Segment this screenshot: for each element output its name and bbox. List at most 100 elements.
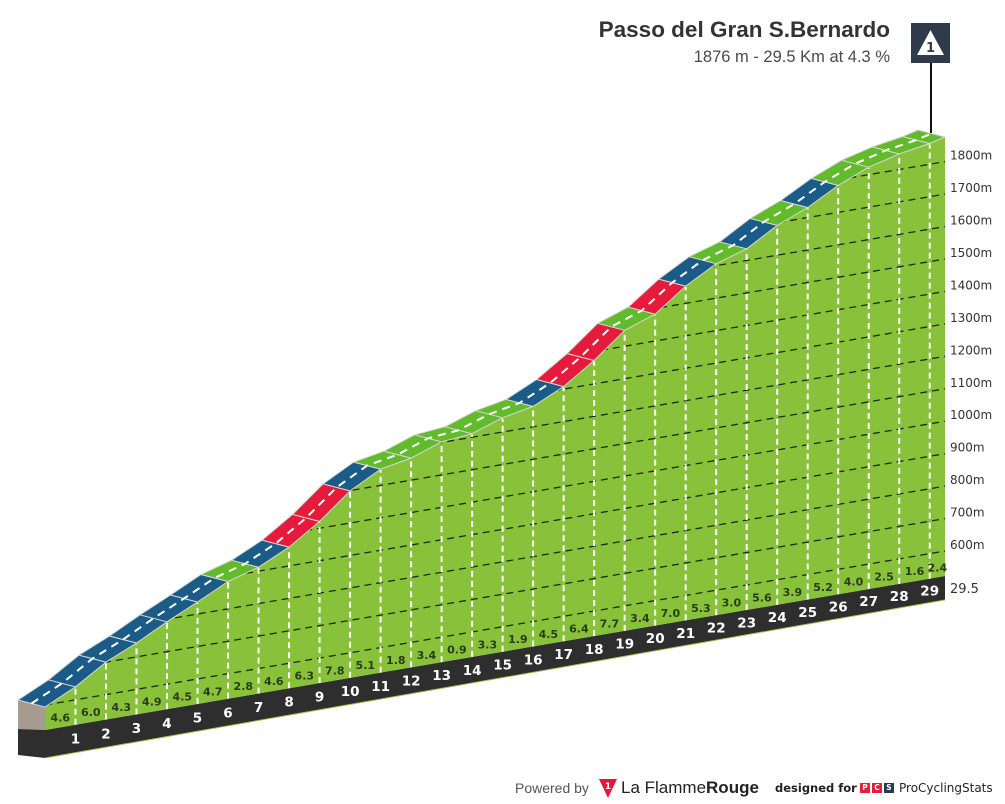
pcs-logo-c: C [872,783,882,793]
triangle-shape [917,30,944,55]
elevation-axis-label: 600m [950,538,985,552]
gradient-label: 3.3 [478,638,498,651]
elevation-axis-label: 1400m [950,278,992,292]
summit-category-marker: 1 [911,23,950,63]
km-label: 24 [768,610,787,626]
km-label: 11 [371,679,390,695]
km-label: 10 [341,684,360,700]
procyclingstats-link[interactable]: ProCyclingStats [899,781,993,795]
flame-flag-shape: 1 [599,779,617,798]
km-label: 14 [463,663,482,679]
km-label: 3 [132,721,141,737]
gradient-label: 4.6 [264,675,284,688]
brand-rouge: Rouge [706,778,759,797]
gradient-label: 2.5 [874,571,894,584]
category-number: 1 [926,41,935,56]
km-label: 22 [707,621,726,637]
brand-la-flamme: La Flamme [621,778,707,797]
elevation-axis-label: 1200m [950,343,992,357]
gradient-label: 1.8 [386,654,406,667]
mountain-category-triangle-icon: 1 [917,30,944,56]
gradient-label: 6.0 [81,706,101,719]
elevation-axis-label: 1300m [950,311,992,325]
km-label: 5 [193,711,202,727]
la-flamme-rouge-link[interactable]: La Flamme Rouge [621,777,759,799]
powered-by-label: Powered by [515,780,589,796]
km-label: 9 [315,689,324,705]
km-label: 29 [920,584,939,600]
km-label: 18 [585,642,604,658]
elevation-gridline [45,388,945,544]
km-label: 23 [737,615,756,631]
km-label: 20 [646,631,665,647]
km-label: 17 [554,647,573,663]
gradient-label: 7.8 [325,664,345,677]
gradient-label: 3.9 [783,586,803,599]
km-label: 12 [402,674,421,690]
gradient-label: 2.8 [234,680,254,693]
elevation-gridline [45,550,945,706]
climb-title: Passo del Gran S.Bernardo [598,17,890,42]
flame-number: 1 [605,782,611,792]
gradient-label: 5.1 [356,659,376,672]
km-label: 21 [676,626,695,642]
gradient-label: 1.6 [905,565,925,578]
elevation-axis-label: 700m [950,506,985,520]
gradient-label: 5.6 [752,591,772,604]
distance-band [45,576,945,758]
gradient-label: 6.3 [295,670,315,683]
gradient-label: 3.0 [722,597,742,610]
elevation-axis-label: 1100m [950,376,992,390]
km-label: 1 [71,732,80,748]
km-label: 4 [162,716,171,732]
km-label: 27 [859,594,878,610]
gradient-label: 4.5 [539,628,559,641]
gradient-label: 4.7 [203,685,223,698]
gradient-label: 2.4 [928,561,948,574]
gradient-label: 4.9 [142,696,162,709]
climb-stats: 1876 m - 29.5 Km at 4.3 % [693,48,890,66]
elevation-gridline [45,420,945,576]
gradient-label: 4.5 [173,691,193,704]
pcs-logo-p: P [860,783,870,793]
left-base-face [18,729,45,758]
km-label: 7 [254,700,263,716]
km-label: 13 [432,668,451,684]
elevation-axis-label: 1700m [950,181,992,195]
elevation-gridline [45,453,945,609]
elevation-gridline [45,517,945,674]
km-label: 25 [798,605,817,621]
pcs-logo-s: S [884,783,894,793]
gradient-label: 7.0 [661,607,681,620]
distance-end-label: 29.5 [950,582,979,597]
gradient-label: 4.3 [112,701,132,714]
la-flamme-rouge-flag-icon: 1 [599,777,617,799]
distance-band-bottom-edge [44,599,946,759]
elevation-axis-label: 1800m [950,149,992,163]
gradient-label: 3.4 [417,649,437,662]
elevation-gridline [45,485,945,641]
gradient-label: 5.3 [691,602,711,615]
km-label: 8 [284,695,293,711]
gradient-label: 7.7 [600,617,620,630]
km-label: 15 [493,658,512,674]
km-label: 19 [615,637,634,653]
left-side-face [18,700,45,730]
km-label: 6 [223,705,232,721]
gradient-label: 4.6 [51,711,71,724]
gradient-label: 1.9 [508,633,528,646]
km-label: 2 [101,726,110,742]
gradient-label: 4.0 [844,576,864,589]
km-label: 26 [829,600,848,616]
designed-for-label: designed for [775,781,857,795]
elevation-axis-label: 800m [950,473,985,487]
road-center-line [30,132,932,705]
elevation-axis-label: 1600m [950,214,992,228]
elevation-gridline [45,355,945,511]
km-label: 16 [524,652,543,668]
km-label: 28 [890,589,909,605]
pcs-logo-icon[interactable]: P C S [860,777,894,799]
gradient-label: 0.9 [447,644,467,657]
